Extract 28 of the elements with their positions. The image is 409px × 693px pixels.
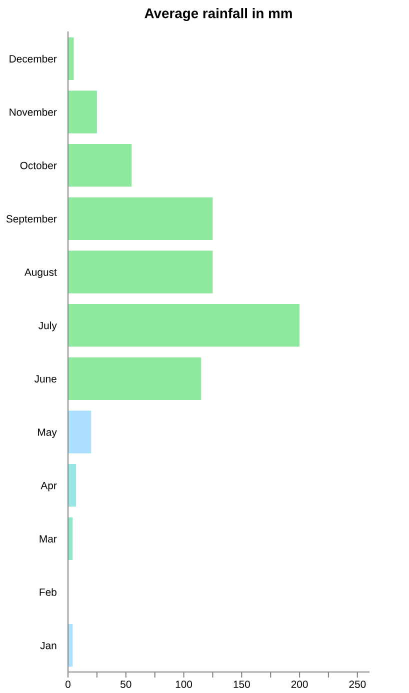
x-tick-label: 50 [120, 680, 132, 688]
x-tick-label: 250 [349, 680, 366, 688]
x-tick-label: 200 [291, 680, 308, 688]
y-tick-label: Jan [40, 642, 56, 650]
bar [68, 464, 76, 507]
y-tick-label: Apr [40, 482, 57, 492]
y-tick-label: October [20, 162, 57, 170]
chart-title: Average rainfall in mm [144, 8, 292, 22]
y-tick-label: May [38, 428, 57, 438]
bar [68, 304, 300, 347]
y-tick-label: June [34, 375, 56, 383]
x-tick-label: 150 [234, 680, 250, 688]
y-tick-label: November [10, 108, 57, 116]
bar [68, 357, 202, 400]
y-tick-label: Feb [40, 588, 56, 596]
x-tick-label: 0 [66, 680, 70, 688]
y-tick-label: Mar [40, 535, 57, 543]
bar [68, 90, 97, 134]
bar [68, 197, 213, 240]
bar [68, 144, 132, 187]
bar [68, 250, 213, 294]
bar [68, 37, 74, 80]
y-tick-label: December [10, 54, 57, 63]
y-tick-label: August [24, 268, 57, 278]
x-tick-label: 100 [176, 680, 192, 688]
y-tick-label: July [38, 322, 57, 332]
y-tick-label: September [6, 214, 57, 225]
bar [68, 410, 92, 454]
